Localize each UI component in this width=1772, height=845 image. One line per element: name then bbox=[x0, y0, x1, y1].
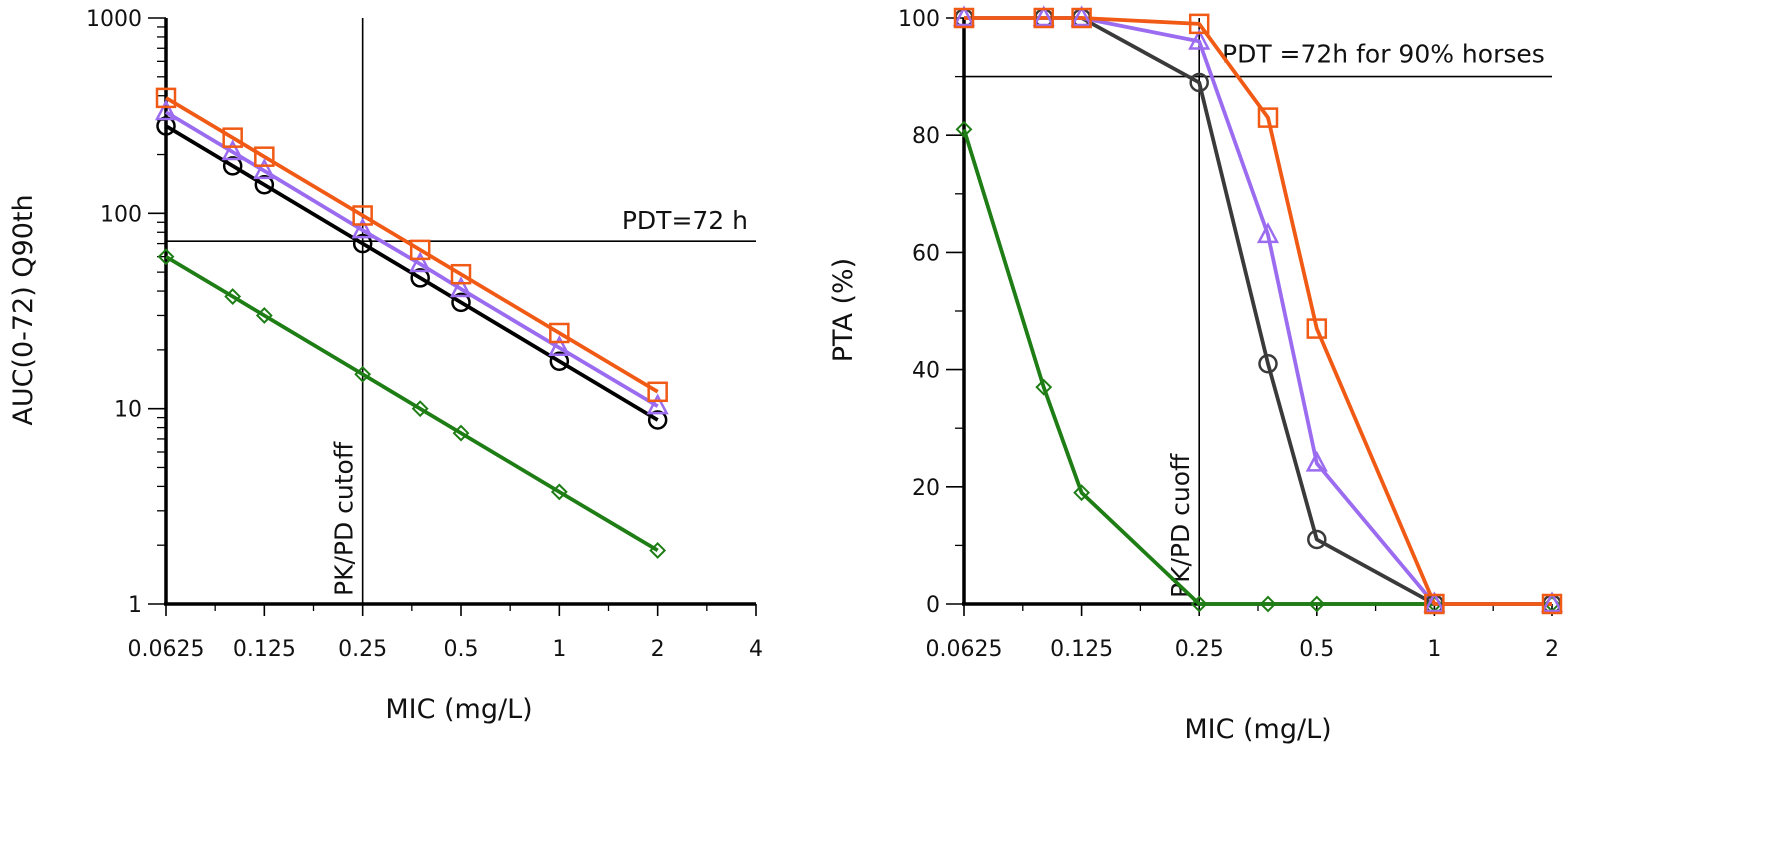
data-point-orange-square bbox=[953, 7, 975, 29]
data-point-orange-square bbox=[1424, 593, 1445, 615]
x-tick-label: 0.5 bbox=[444, 637, 479, 662]
y-tick-label: 60 bbox=[912, 241, 940, 266]
x-axis-title: MIC (mg/L) bbox=[1184, 714, 1331, 745]
data-point-orange-square bbox=[1033, 7, 1054, 29]
series-line-orange-square bbox=[165, 96, 659, 394]
data-point-black-circle bbox=[549, 351, 570, 371]
data-point-orange-square bbox=[647, 381, 668, 403]
data-point-purple-triangle bbox=[1032, 5, 1055, 27]
data-point-orange-square bbox=[1257, 107, 1279, 128]
x-tick-label: 0.0625 bbox=[926, 637, 1003, 662]
series-line-green-diamond bbox=[165, 255, 659, 553]
data-point-black-circle bbox=[410, 268, 430, 288]
y-axis-title: AUC(0-72) Q90th bbox=[8, 194, 39, 425]
data-point-orange-square bbox=[1071, 7, 1092, 29]
x-tick-label: 1 bbox=[552, 637, 566, 662]
data-point-purple-triangle bbox=[1070, 5, 1093, 27]
data-point-black-circle bbox=[647, 410, 668, 430]
data-point-purple-triangle bbox=[646, 393, 669, 415]
data-point-purple-triangle bbox=[253, 158, 276, 180]
y-tick-label: 40 bbox=[912, 359, 940, 384]
data-point-green-diamond bbox=[955, 120, 973, 138]
data-point-black-circle bbox=[156, 116, 176, 136]
x-tick-label: 0.0625 bbox=[128, 637, 205, 662]
auc-chart: 1 10 100 1000 0.0625 0.125 0.25 0.5 1 2 4 MIC (mg/L… bbox=[8, 7, 763, 725]
y-axis-title: PTA (%) bbox=[828, 258, 859, 362]
data-point-orange-square bbox=[155, 87, 177, 109]
data-point-green-diamond bbox=[1035, 378, 1053, 396]
data-point-black-circle bbox=[1258, 353, 1278, 374]
x-tick-label: 0.5 bbox=[1299, 637, 1334, 662]
y-tick-label: 20 bbox=[912, 476, 940, 501]
series-line-orange-square bbox=[964, 16, 1552, 606]
x-tick-label: 0.25 bbox=[1175, 637, 1224, 662]
data-point-green-diamond bbox=[1259, 595, 1277, 613]
data-point-black-circle bbox=[451, 292, 471, 313]
data-point-orange-square bbox=[1306, 318, 1328, 339]
data-point-purple-triangle bbox=[154, 99, 178, 121]
threshold-label: PDT =72h for 90% horses bbox=[1222, 40, 1545, 69]
data-point-green-diamond bbox=[1190, 595, 1208, 613]
data-point-purple-triangle bbox=[1188, 28, 1211, 50]
data-point-black-circle bbox=[1189, 72, 1209, 93]
data-point-purple-triangle bbox=[1305, 450, 1328, 472]
data-point-black-circle bbox=[254, 175, 275, 195]
x-tick-label: 0.125 bbox=[1050, 637, 1113, 662]
data-point-purple-triangle bbox=[548, 335, 571, 357]
series-line-green-diamond bbox=[962, 128, 1552, 606]
data-point-purple-triangle bbox=[1540, 591, 1564, 613]
data-point-green-diamond bbox=[255, 307, 273, 324]
data-point-green-diamond bbox=[452, 424, 470, 442]
data-point-orange-square bbox=[409, 239, 431, 261]
cutoff-label: PK/PD cuoff bbox=[1166, 453, 1195, 598]
y-tick-label: 100 bbox=[898, 7, 940, 32]
threshold-label: PDT=72 h bbox=[622, 206, 748, 235]
x-tick-label: 0.25 bbox=[338, 637, 387, 662]
y-tick-label: 1 bbox=[128, 593, 142, 618]
y-tick-label: 100 bbox=[100, 202, 142, 227]
data-point-green-diamond bbox=[1073, 484, 1091, 502]
data-point-green-diamond bbox=[550, 483, 568, 501]
data-point-orange-square bbox=[222, 127, 243, 148]
x-tick-label: 2 bbox=[651, 637, 665, 662]
data-point-orange-square bbox=[549, 322, 570, 344]
data-point-orange-square bbox=[1188, 13, 1210, 35]
data-point-green-diamond bbox=[411, 400, 429, 418]
pta-chart: 0 20 40 60 80 100 0.0625 0.125 0.25 0.5 1 2 MIC (mg/… bbox=[828, 5, 1564, 745]
data-point-purple-triangle bbox=[1423, 591, 1446, 613]
data-point-orange-square bbox=[254, 146, 275, 167]
data-point-purple-triangle bbox=[952, 5, 976, 27]
data-point-black-circle bbox=[352, 233, 373, 254]
data-point-green-diamond bbox=[157, 248, 175, 266]
data-point-purple-triangle bbox=[449, 276, 473, 298]
data-point-purple-triangle bbox=[351, 217, 374, 239]
y-tick-label: 0 bbox=[926, 593, 940, 618]
x-tick-label: 4 bbox=[749, 637, 763, 662]
data-point-green-diamond bbox=[649, 542, 667, 559]
series-line-black-circle bbox=[165, 124, 659, 422]
data-point-orange-square bbox=[450, 263, 472, 285]
series-line-purple-triangle bbox=[165, 110, 659, 408]
x-tick-label: 2 bbox=[1545, 637, 1559, 662]
data-point-purple-triangle bbox=[1256, 222, 1280, 244]
y-tick-label: 80 bbox=[912, 124, 940, 149]
data-point-orange-square bbox=[352, 205, 373, 226]
x-axis-title: MIC (mg/L) bbox=[385, 694, 532, 725]
data-point-green-diamond bbox=[354, 365, 372, 383]
cutoff-label: PK/PD cutoff bbox=[330, 441, 359, 596]
data-point-purple-triangle bbox=[409, 251, 432, 273]
data-point-green-diamond bbox=[1308, 595, 1326, 613]
x-tick-label: 1 bbox=[1427, 637, 1441, 662]
data-point-green-diamond bbox=[224, 288, 242, 305]
data-point-black-circle bbox=[222, 156, 243, 176]
y-tick-label: 10 bbox=[114, 398, 142, 423]
y-tick-label: 1000 bbox=[86, 7, 142, 32]
data-point-purple-triangle bbox=[221, 139, 244, 161]
x-tick-label: 0.125 bbox=[233, 637, 296, 662]
data-point-orange-square bbox=[1541, 593, 1563, 615]
data-point-black-circle bbox=[1307, 529, 1327, 550]
